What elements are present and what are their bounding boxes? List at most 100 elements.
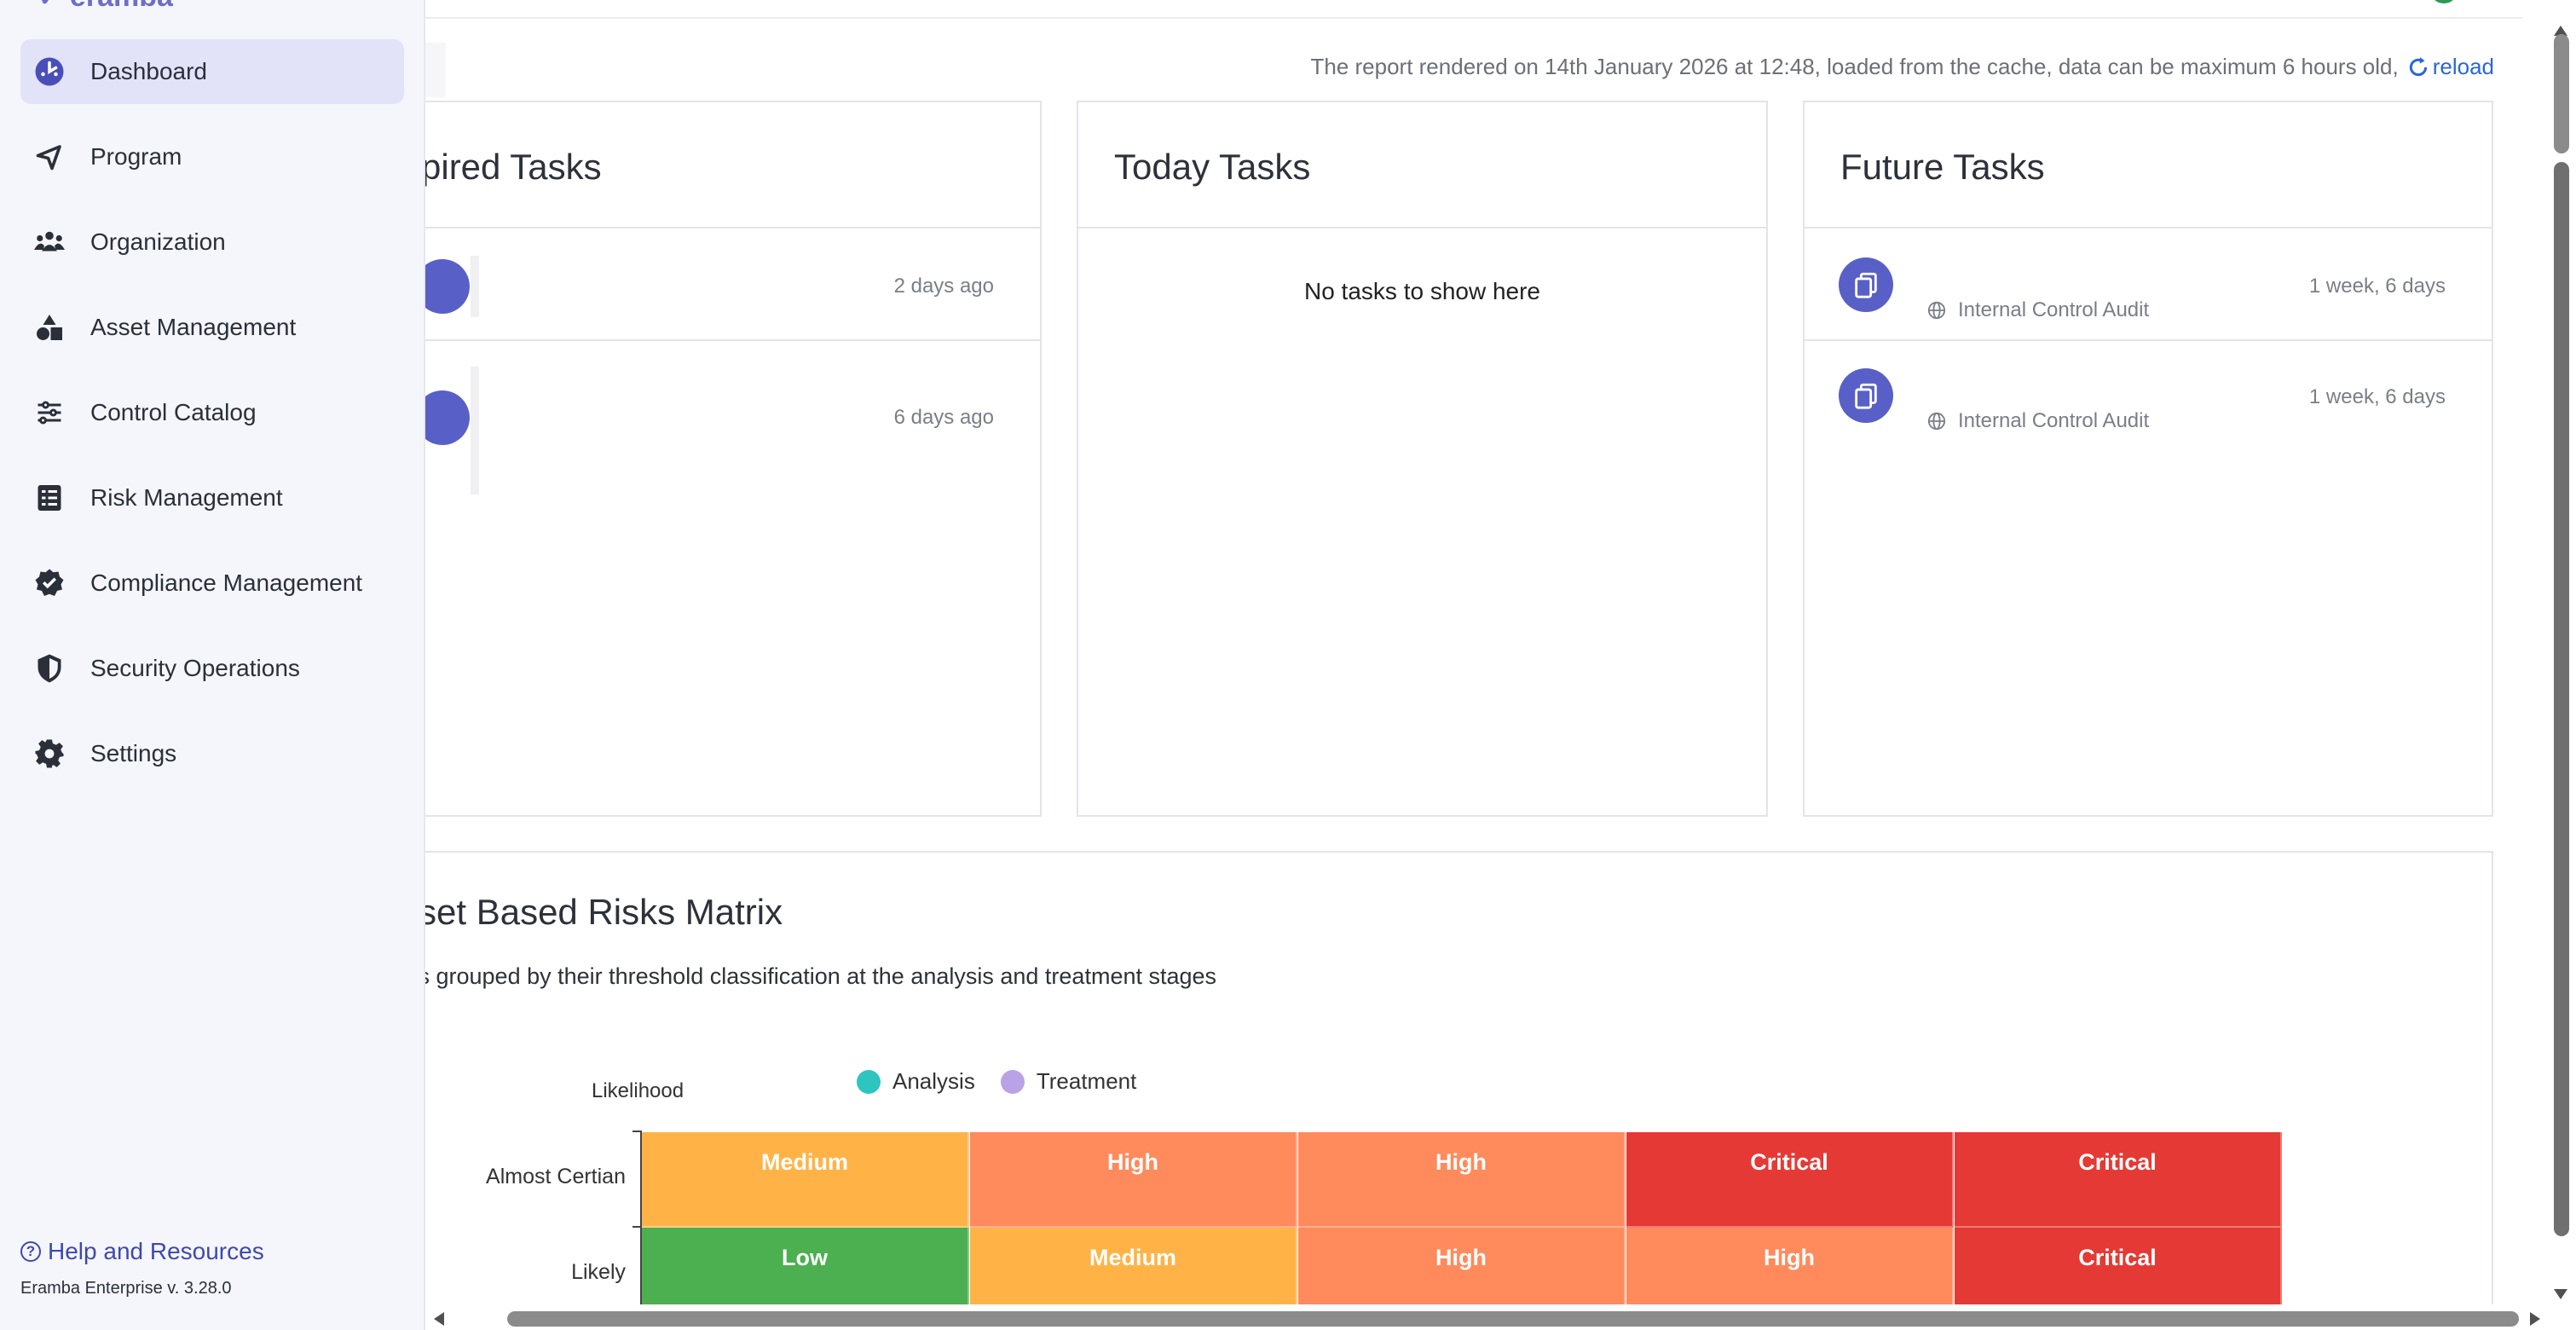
globe-icon [1927,301,1946,320]
card-title: Today Tasks [1114,147,1311,187]
scroll-up-icon[interactable] [2554,26,2567,36]
matrix-cell-critical[interactable]: Critical [1955,1132,2282,1228]
sidebar-item-control-catalog[interactable]: Control Catalog [20,380,404,445]
matrix-cell-high[interactable]: High [1298,1132,1626,1228]
card-divider [1078,227,1766,228]
eramba-logo[interactable]: ✓ eramba [38,0,173,14]
row-divider [1805,339,2492,341]
reload-label: reload [2432,54,2494,79]
card-title: Future Tasks [1840,147,2045,187]
matrix-y-axis [640,1130,642,1330]
legend-item-analysis[interactable]: Analysis [857,1068,975,1095]
risk-management-icon [34,483,65,513]
asset-management-icon [34,312,65,343]
sidebar-item-label: Compliance Management [90,570,363,596]
legend-label: Treatment [1036,1068,1137,1094]
expired-tasks-card: pired Tasks 2 days ago 6 days ago [324,101,1042,817]
scroll-thumb[interactable] [507,1311,2519,1327]
task-stub [471,367,479,494]
reload-icon [2409,56,2427,76]
copy-icon [1855,383,1877,409]
settings-icon [34,738,65,769]
help-icon: ? [20,1241,41,1262]
horizontal-scrollbar[interactable] [425,1304,2576,1330]
task-avatar [1839,368,1893,423]
today-tasks-card: Today Tasks No tasks to show here [1077,101,1768,817]
card-title: pired Tasks [421,147,602,187]
header-divider [425,17,2522,19]
sidebar-item-label: Security Operations [90,655,300,681]
future-tasks-card: Future Tasks Internal Control Audit 1 we… [1803,101,2493,817]
task-subtitle-text: Internal Control Audit [1958,298,2150,321]
sidebar: ✓ eramba Dashboard Program Organization … [0,0,425,1330]
sidebar-item-program[interactable]: Program [20,124,404,189]
report-info-text: The report rendered on 14th January 2026… [1310,54,2399,79]
matrix-cell-high[interactable]: High [970,1132,1297,1228]
row-label-almost-certain: Almost Certian [486,1165,626,1188]
task-subtitle: Internal Control Audit [1927,409,2149,433]
reload-link[interactable]: reload [2407,54,2494,80]
organization-icon [34,227,65,257]
sidebar-item-label: Asset Management [90,314,297,340]
sidebar-item-label: Dashboard [90,58,207,84]
legend-item-treatment[interactable]: Treatment [1000,1068,1137,1095]
compliance-management-icon [34,568,65,598]
sidebar-item-label: Settings [90,740,177,766]
legend-swatch [1000,1069,1025,1094]
card-divider [326,227,1040,228]
scroll-right-icon[interactable] [2530,1312,2540,1326]
task-time: 6 days ago [893,406,994,429]
sidebar-item-label: Risk Management [90,484,283,511]
likelihood-axis-title: Likelihood [592,1079,684,1102]
globe-icon [1927,412,1946,431]
sidebar-item-settings[interactable]: Settings [20,721,404,786]
card-subtitle: ks grouped by their threshold classifica… [407,963,1217,989]
sidebar-item-asset-management[interactable]: Asset Management [20,295,404,360]
sidebar-item-compliance-management[interactable]: Compliance Management [20,551,404,616]
sidebar-item-risk-management[interactable]: Risk Management [20,466,404,530]
scroll-track[interactable] [2554,162,2569,1236]
task-row[interactable]: 6 days ago [326,343,1040,513]
card-divider [1805,227,2492,228]
program-icon [34,142,65,172]
security-operations-icon [34,653,65,684]
help-link-label: Help and Resources [48,1238,264,1264]
empty-message: No tasks to show here [1303,278,1541,304]
chart-legend: Analysis Treatment [857,1068,1148,1095]
task-time: 1 week, 6 days [2308,385,2446,408]
report-info: The report rendered on 14th January 2026… [1310,54,2494,80]
sidebar-item-organization[interactable]: Organization [20,210,404,275]
matrix-cell-critical[interactable]: Critical [1626,1132,1954,1228]
sidebar-item-label: Program [90,143,182,170]
sidebar-item-dashboard[interactable]: Dashboard [20,39,404,104]
legend-label: Analysis [892,1068,975,1094]
dashboard-icon [34,56,65,87]
row-divider [326,339,1040,341]
task-time: 2 days ago [893,275,994,298]
task-row[interactable]: Internal Control Audit 1 week, 6 days [1805,228,2492,341]
card-title: sset Based Risks Matrix [401,892,783,932]
app-version: Eramba Enterprise v. 3.28.0 [20,1279,232,1298]
row-label-likely: Likely [571,1260,626,1284]
sidebar-item-security-operations[interactable]: Security Operations [20,636,404,701]
sidebar-item-label: Organization [90,228,226,255]
task-subtitle: Internal Control Audit [1927,298,2149,322]
task-subtitle-text: Internal Control Audit [1958,409,2150,432]
task-time: 1 week, 6 days [2308,275,2446,298]
tab-stub [425,43,446,97]
sidebar-item-label: Control Catalog [90,399,257,425]
scroll-down-icon[interactable] [2554,1289,2567,1299]
axis-tick [632,1226,641,1228]
control-catalog-icon [34,397,65,428]
task-avatar [1839,257,1893,312]
axis-tick [632,1130,641,1132]
scroll-thumb[interactable] [2554,34,2569,153]
vertical-scrollbar[interactable] [2545,0,2576,1310]
copy-icon [1855,272,1877,298]
task-row[interactable]: 2 days ago [326,228,1040,341]
task-row[interactable]: Internal Control Audit 1 week, 6 days [1805,343,2492,455]
help-and-resources-link[interactable]: ? Help and Resources [20,1238,264,1265]
scroll-left-icon[interactable] [434,1312,444,1326]
user-avatar-fragment[interactable] [2431,0,2457,3]
matrix-cell-medium[interactable]: Medium [642,1132,969,1228]
